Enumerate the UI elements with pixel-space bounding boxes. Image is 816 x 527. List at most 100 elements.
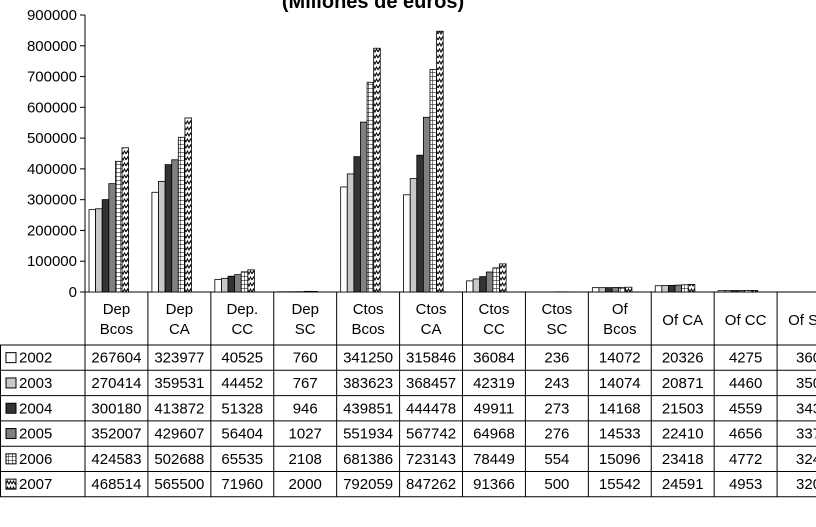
bar-2006 xyxy=(744,290,752,293)
table-cell: 243 xyxy=(544,375,569,392)
category-label: Dep. xyxy=(226,301,258,318)
table-cell: 341250 xyxy=(343,350,393,367)
table-cell: 267604 xyxy=(91,350,141,367)
table-cell: 78449 xyxy=(473,451,515,468)
legend-label: 2002 xyxy=(19,350,52,367)
table-cell: 337 xyxy=(796,426,816,443)
bar-2005 xyxy=(171,159,179,293)
bar-2006 xyxy=(681,284,689,293)
table-cell: 502688 xyxy=(154,451,204,468)
bar-2007 xyxy=(750,290,759,293)
category-label: Of CA xyxy=(662,312,703,329)
bar-2002 xyxy=(717,290,726,293)
y-tick-label: 400000 xyxy=(27,161,77,178)
bar-2003 xyxy=(472,278,481,293)
table-cell: 315846 xyxy=(406,350,456,367)
bar-2007 xyxy=(624,286,633,293)
table-cell: 36084 xyxy=(473,350,515,367)
table-cell: 551934 xyxy=(343,426,393,443)
category-label: Of CC xyxy=(725,312,767,329)
bar-2004 xyxy=(227,275,236,293)
chart-title: (Millones de euros) xyxy=(282,0,464,13)
table-cell: 847262 xyxy=(406,476,456,493)
bar-2005 xyxy=(108,183,116,293)
category-label: Of SC xyxy=(788,312,816,329)
category-label: SC xyxy=(295,321,316,338)
table-cell: 14074 xyxy=(599,375,641,392)
bar-2005 xyxy=(674,284,683,293)
category-label: Bcos xyxy=(603,321,636,338)
legend-label: 2005 xyxy=(19,426,52,443)
category-label: SC xyxy=(546,321,567,338)
bar-2006 xyxy=(366,81,375,293)
legend-label: 2007 xyxy=(19,476,52,493)
bar-2006 xyxy=(240,271,249,293)
category-label: Bcos xyxy=(100,321,133,338)
bar-2002 xyxy=(654,285,663,293)
table-cell: 4460 xyxy=(729,375,762,392)
bars xyxy=(88,30,816,293)
table-cell: 14072 xyxy=(599,350,641,367)
table-cell: 236 xyxy=(544,350,569,367)
legend-key-2007 xyxy=(5,478,17,490)
bar-2005 xyxy=(611,287,620,293)
table-cell: 681386 xyxy=(343,451,393,468)
table-cell: 946 xyxy=(293,400,318,417)
legend-key-2004 xyxy=(5,402,17,414)
bar-2006 xyxy=(618,286,626,293)
table-cell: 360 xyxy=(796,350,816,367)
category-label: Ctos xyxy=(416,301,447,318)
table-cell: 444478 xyxy=(406,400,456,417)
y-tick-label: 200000 xyxy=(27,222,77,239)
table-cell: 64968 xyxy=(473,426,515,443)
bar-2004 xyxy=(101,199,110,293)
data-table: Dep Bcos Dep CA Dep. CC Dep SC Ctos Bcos Ctos CA Cto… xyxy=(0,292,816,498)
bar-2007 xyxy=(687,284,696,293)
bar-2003 xyxy=(598,287,606,293)
bar-2004 xyxy=(479,276,487,293)
table-cell: 554 xyxy=(544,451,569,468)
bar-2006 xyxy=(115,160,123,293)
legend-label: 2004 xyxy=(19,400,52,417)
table-cell: 4656 xyxy=(729,426,762,443)
table-cell: 23418 xyxy=(662,451,704,468)
bar-2006 xyxy=(429,69,437,293)
legend-key-2002 xyxy=(5,352,17,364)
y-tick-label: 500000 xyxy=(27,130,77,147)
table-cell: 20326 xyxy=(662,350,704,367)
bar-2003 xyxy=(158,180,166,293)
bar-2006 xyxy=(492,267,500,293)
table-cell: 439851 xyxy=(343,400,393,417)
table-cell: 320 xyxy=(796,476,816,493)
bar-2004 xyxy=(416,154,424,293)
y-tick-label: 300000 xyxy=(27,192,77,209)
bar-2007 xyxy=(310,290,318,293)
category-label: Bcos xyxy=(351,321,384,338)
table-cell: 65535 xyxy=(221,451,263,468)
table-cell: 429607 xyxy=(154,426,204,443)
bar-2005 xyxy=(422,116,431,293)
table-cell: 424583 xyxy=(91,451,141,468)
bar-2005 xyxy=(234,274,242,293)
table-cell: 4275 xyxy=(729,350,762,367)
category-label: Ctos xyxy=(353,301,384,318)
table-cell: 468514 xyxy=(91,476,141,493)
table-cell: 21503 xyxy=(662,400,704,417)
legend-key-2005 xyxy=(5,428,17,440)
bar-2002 xyxy=(466,280,474,293)
category-label: CC xyxy=(483,321,505,338)
bar-2002 xyxy=(340,186,348,293)
table-cell: 324 xyxy=(796,451,816,468)
bar-2007 xyxy=(436,30,444,293)
category-label: Ctos xyxy=(541,301,572,318)
bar-2003 xyxy=(95,208,103,293)
y-axis: 0 100000 200000 300000 400000 500000 600000 700… xyxy=(27,7,816,301)
y-tick-label: 900000 xyxy=(27,7,77,24)
table-cell: 44452 xyxy=(221,375,263,392)
bar-2004 xyxy=(164,164,173,293)
bar-2002 xyxy=(403,194,411,293)
bar-2007 xyxy=(499,263,507,293)
bar-2003 xyxy=(221,277,229,293)
bar-2006 xyxy=(177,136,186,293)
